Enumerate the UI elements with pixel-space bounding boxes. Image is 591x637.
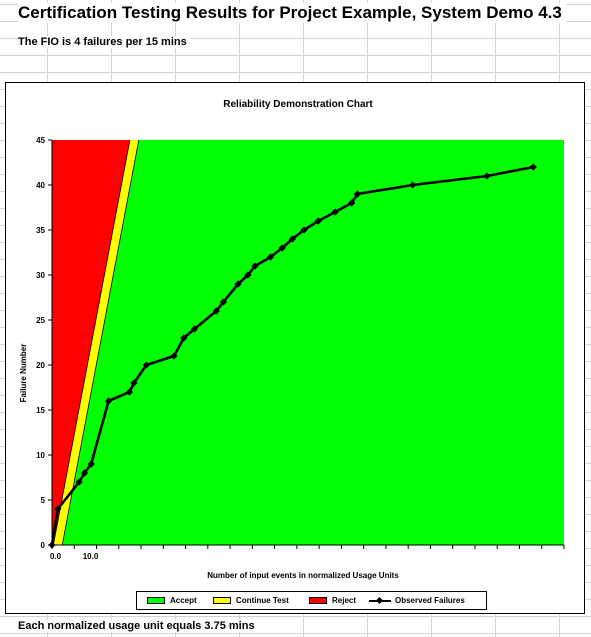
data-point xyxy=(212,307,220,315)
chart-area[interactable]: Reliability Demonstration Chart Number o… xyxy=(5,82,585,614)
x-tick-label: 0.0 xyxy=(50,552,62,561)
y-tick-label: 10 xyxy=(36,451,45,460)
data-point xyxy=(80,469,89,477)
reject-boundary-line xyxy=(52,139,131,546)
chart-legend: Accept Continue Test Reject Observed Fai… xyxy=(136,591,487,610)
usage-unit-note: Each normalized usage unit equals 3.75 m… xyxy=(18,620,259,632)
x-axis-label: Number of input events in normalized Usa… xyxy=(207,571,399,580)
accept-region xyxy=(52,140,564,545)
data-point xyxy=(142,361,150,369)
data-point xyxy=(104,397,113,405)
data-point xyxy=(348,199,356,207)
data-point xyxy=(288,235,297,243)
data-point xyxy=(244,271,252,279)
y-tick-label: 5 xyxy=(41,496,46,505)
chart-title: Reliability Demonstration Chart xyxy=(223,99,373,110)
observed-marker-swatch xyxy=(375,596,384,605)
data-point xyxy=(190,325,199,333)
legend-label-continue: Continue Test xyxy=(236,596,289,605)
y-tick-label: 45 xyxy=(36,136,45,145)
y-tick-label: 40 xyxy=(36,181,45,190)
data-point xyxy=(278,244,286,252)
fio-statement: The FIO is 4 failures per 15 mins xyxy=(18,36,191,48)
y-tick-label: 30 xyxy=(36,271,45,280)
legend-label-observed: Observed Failures xyxy=(395,596,465,605)
data-point xyxy=(170,352,178,360)
data-point xyxy=(529,163,537,171)
data-point xyxy=(48,541,56,549)
continue-swatch xyxy=(213,597,231,604)
data-point xyxy=(75,478,83,486)
data-point xyxy=(219,298,228,306)
data-point xyxy=(180,334,188,342)
continue-boundary-line xyxy=(61,139,140,546)
data-point xyxy=(483,172,491,180)
y-tick-label: 25 xyxy=(36,316,45,325)
data-point xyxy=(234,280,242,288)
accept-swatch xyxy=(147,597,165,604)
y-tick-label: 15 xyxy=(36,406,45,415)
data-point xyxy=(300,226,308,234)
x-tick-label: 10.0 xyxy=(83,552,99,561)
data-point xyxy=(130,379,138,387)
data-point xyxy=(87,460,95,468)
legend-label-reject: Reject xyxy=(332,596,357,605)
data-point xyxy=(125,388,134,396)
data-point xyxy=(409,181,417,189)
y-tick-label: 35 xyxy=(36,226,45,235)
data-point xyxy=(331,208,339,216)
reliability-chart: Reliability Demonstration Chart Number o… xyxy=(19,99,565,580)
reject-swatch xyxy=(309,597,327,604)
observed-failures-line xyxy=(50,165,534,546)
legend-label-accept: Accept xyxy=(170,596,197,605)
data-point xyxy=(314,217,322,225)
data-point xyxy=(54,505,62,513)
data-point xyxy=(353,190,362,198)
y-tick-label: 20 xyxy=(36,361,45,370)
y-tick-label: 0 xyxy=(41,541,46,550)
page-title: Certification Testing Results for Projec… xyxy=(18,3,566,23)
data-point xyxy=(267,253,275,261)
y-axis-label: Failure Number xyxy=(19,344,28,403)
data-point xyxy=(251,262,259,270)
